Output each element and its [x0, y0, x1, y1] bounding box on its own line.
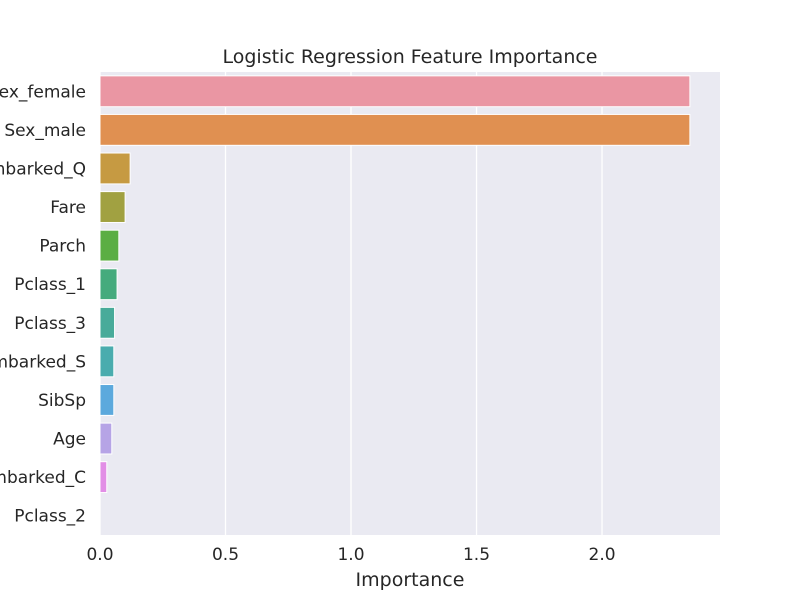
y-tick-label: Pclass_2	[14, 507, 86, 527]
bar-embarked-q	[99, 152, 131, 185]
bar-age	[99, 422, 113, 455]
bar-parch	[99, 229, 120, 262]
grid-lines	[99, 72, 603, 535]
x-tick-label: 1.5	[463, 545, 490, 565]
y-tick-label: Pclass_3	[14, 314, 86, 334]
y-tick-label: Parch	[39, 237, 86, 257]
y-tick-label: Sex_female	[0, 82, 86, 102]
bar-sex-female	[99, 75, 691, 108]
plot-background	[100, 72, 720, 535]
bar-fare	[99, 191, 126, 223]
chart-title: Logistic Regression Feature Importance	[222, 46, 597, 68]
y-tick-label: Fare	[50, 198, 86, 218]
x-tick-label: 0.5	[212, 545, 239, 565]
y-tick-labels: Sex_female Sex_male Embarked_Q Fare Parch Pcl…	[0, 82, 86, 526]
x-axis-label: Importance	[356, 569, 465, 591]
bar-embarked-s	[99, 345, 115, 378]
bar-sex-male	[99, 113, 691, 146]
bar-embarked-c	[99, 461, 108, 494]
x-tick-labels: 0.0 0.5 1.0 1.5 2.0	[86, 545, 615, 565]
y-tick-label: Embarked_S	[0, 352, 86, 372]
y-tick-label: Embarked_Q	[0, 159, 86, 179]
bar-pclass-1	[99, 268, 118, 301]
bars	[99, 75, 691, 494]
y-tick-label: Embarked_C	[0, 468, 86, 488]
bar-pclass-3	[99, 306, 116, 339]
x-tick-label: 0.0	[86, 545, 113, 565]
x-tick-label: 2.0	[589, 545, 616, 565]
x-tick-label: 1.0	[337, 545, 364, 565]
y-tick-label: SibSp	[38, 391, 86, 411]
y-tick-label: Pclass_1	[14, 275, 86, 295]
bar-sibsp	[99, 384, 115, 416]
y-tick-label: Sex_male	[4, 121, 86, 141]
y-tick-label: Age	[53, 430, 86, 450]
